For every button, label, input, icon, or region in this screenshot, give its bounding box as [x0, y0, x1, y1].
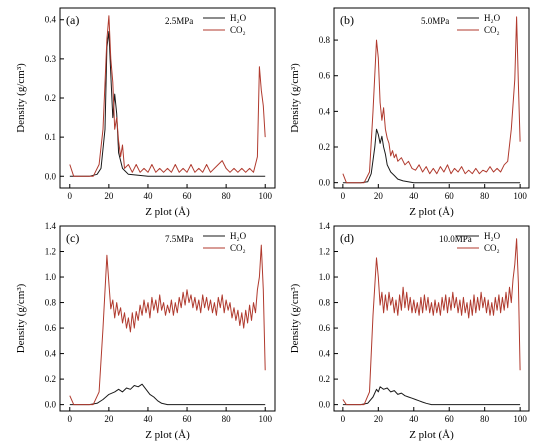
x-tick-label: 20: [104, 414, 114, 424]
x-axis-label: Z plot (Å): [409, 206, 454, 218]
x-axis-label: Z plot (Å): [145, 429, 190, 441]
x-tick-label: 0: [68, 414, 73, 424]
y-tick-label: 0.0: [45, 400, 57, 410]
x-tick-label: 100: [258, 414, 272, 424]
x-tick-label: 40: [143, 191, 153, 201]
panel-c: 0 20 40 60 80 100 0.0 0.2 0.4 0.6 0.8 1.0 1.2 1.4 Z pl…: [15, 221, 276, 441]
plot-frame: [59, 7, 276, 189]
legend-label-co2: CO₂: [484, 25, 500, 35]
pressure-label: 10.0MPa: [439, 234, 472, 244]
plot-frame: [59, 225, 276, 412]
y-tick-label: 0.4: [319, 106, 331, 116]
x-tick-label: 40: [143, 414, 153, 424]
y-tick-label: 0.8: [319, 35, 331, 45]
x-tick-label: 100: [258, 191, 272, 201]
y-tick-label: 1.0: [319, 272, 331, 282]
x-tick-label: 20: [104, 191, 114, 201]
pressure-label: 7.5MPa: [165, 234, 193, 244]
y-axis-label: Density (g/cm³): [15, 63, 27, 133]
x-tick-label: 80: [480, 191, 490, 201]
panel-label: (d): [340, 231, 354, 245]
x-tick-label: 0: [341, 414, 346, 424]
y-tick-label: 0.4: [45, 349, 57, 359]
x-axis-label: Z plot (Å): [409, 429, 454, 441]
x-tick-label: 40: [409, 191, 419, 201]
panel-label: (b): [340, 13, 354, 27]
y-tick-label: 1.2: [45, 247, 56, 257]
panel-label: (c): [66, 231, 79, 245]
legend-label-h2o: H₂O: [230, 231, 247, 241]
legend-label-h2o: H₂O: [484, 231, 501, 241]
y-tick-label: 1.0: [45, 272, 57, 282]
y-tick-label: 1.4: [45, 221, 57, 231]
y-tick-label: 0.4: [319, 349, 331, 359]
x-tick-label: 100: [513, 191, 527, 201]
y-tick-label: 0.8: [319, 298, 331, 308]
y-tick-label: 0.2: [319, 374, 330, 384]
panel-a: 0 20 40 60 80 100 0.0 0.1 0.2 0.3 0.4 Z plot (Å) Den…: [15, 7, 276, 218]
x-tick-label: 100: [513, 414, 527, 424]
pressure-label: 2.5MPa: [165, 16, 193, 26]
y-tick-label: 0.6: [319, 71, 331, 81]
x-tick-label: 20: [374, 414, 384, 424]
legend-label-co2: CO₂: [484, 243, 500, 253]
y-tick-label: 1.4: [319, 221, 331, 231]
y-tick-label: 0.8: [45, 298, 57, 308]
x-tick-label: 80: [222, 414, 232, 424]
y-tick-label: 0.6: [319, 323, 331, 333]
legend-label-h2o: H₂O: [230, 13, 247, 23]
x-tick-label: 0: [341, 191, 346, 201]
x-tick-label: 40: [409, 414, 419, 424]
series-line-h2o: [342, 386, 521, 406]
panel-b: 0 20 40 60 80 100 0.0 0.2 0.4 0.6 0.8 Z plot (Å) Den…: [289, 7, 530, 218]
panel-label: (a): [66, 13, 79, 27]
y-tick-label: 0.2: [319, 142, 330, 152]
legend-label-co2: CO₂: [230, 243, 246, 253]
x-tick-label: 20: [374, 191, 384, 201]
x-tick-label: 80: [480, 414, 490, 424]
x-tick-label: 80: [222, 191, 232, 201]
x-tick-label: 60: [183, 191, 193, 201]
y-axis-label: Density (g/cm³): [15, 283, 27, 353]
series-line-co2: [342, 16, 521, 184]
legend-label-h2o: H₂O: [484, 13, 501, 23]
x-tick-label: 60: [445, 191, 455, 201]
y-tick-label: 0.2: [45, 374, 56, 384]
panel-d: 0 20 40 60 80 100 0.0 0.2 0.4 0.6 0.8 1.0 1.2 1.4 Z pl…: [289, 221, 530, 441]
y-tick-label: 0.1: [45, 132, 56, 142]
y-tick-label: 0.0: [45, 171, 57, 181]
series-line-h2o: [342, 128, 521, 184]
x-tick-label: 60: [183, 414, 193, 424]
series-line-co2: [69, 15, 266, 177]
y-tick-label: 0.6: [45, 323, 57, 333]
y-tick-label: 0.0: [319, 178, 331, 188]
plot-frame: [333, 225, 530, 412]
y-tick-label: 0.4: [45, 15, 57, 25]
x-tick-label: 60: [445, 414, 455, 424]
legend-label-co2: CO₂: [230, 25, 246, 35]
pressure-label: 5.0MPa: [421, 16, 449, 26]
y-axis-label: Density (g/cm³): [289, 283, 301, 353]
series-line-h2o: [69, 383, 266, 406]
series-line-h2o: [69, 31, 266, 177]
y-tick-label: 1.2: [319, 247, 330, 257]
plot-frame: [333, 7, 530, 189]
y-tick-label: 0.3: [45, 54, 57, 64]
series-line-co2: [69, 244, 266, 406]
y-axis-label: Density (g/cm³): [289, 63, 301, 133]
y-tick-label: 0.0: [319, 400, 331, 410]
x-tick-label: 0: [68, 191, 73, 201]
x-axis-label: Z plot (Å): [145, 206, 190, 218]
series-line-co2: [342, 238, 521, 406]
y-tick-label: 0.2: [45, 93, 56, 103]
